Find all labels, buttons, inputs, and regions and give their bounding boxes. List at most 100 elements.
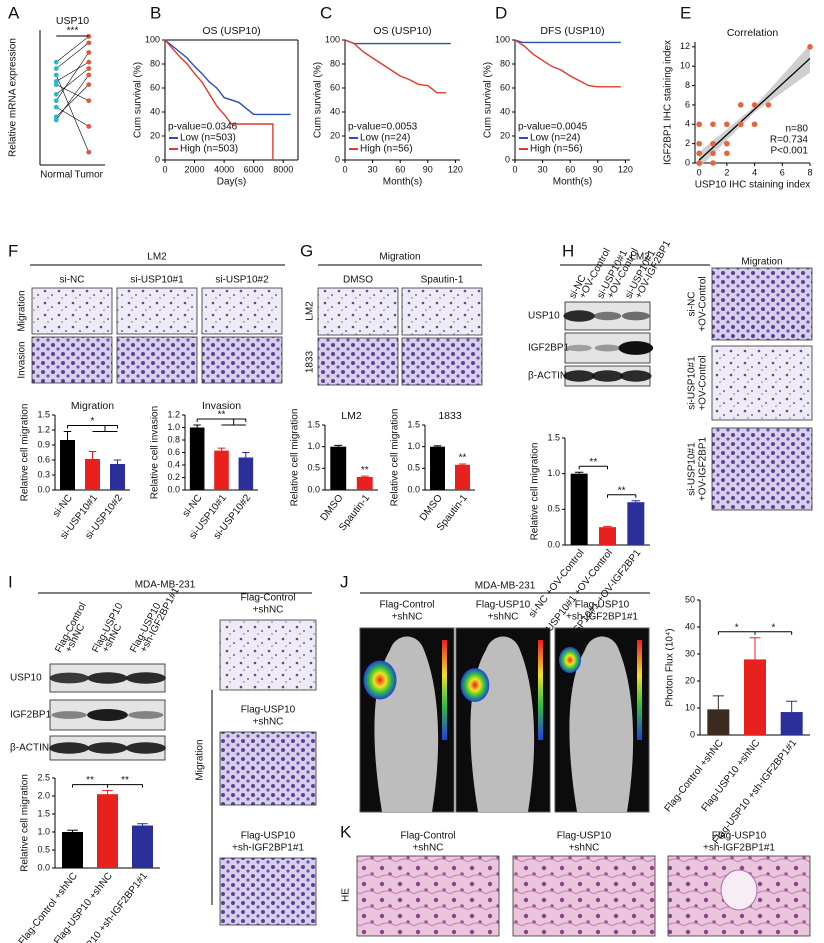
bar [238,457,254,490]
x-axis-label: Day(s) [217,177,246,188]
point [53,59,59,65]
point [710,160,716,166]
y-tick-label: 40 [150,106,160,116]
point [710,121,716,128]
micrograph [219,619,317,691]
p-value: p-value=0.0346 [168,122,238,133]
survival-curve [164,39,291,116]
x-tick-label: 4000 [214,164,234,174]
point [696,140,702,147]
x-tick-label: 2 [724,167,729,177]
row-label: Migration [17,290,28,331]
y-tick-label: 0.6 [167,447,180,457]
micrograph [711,345,813,421]
column-label: +shNC [569,843,600,854]
y-tick-label: 40 [500,106,510,116]
point [696,150,702,157]
image-row-label: Flag-USP10 [241,831,296,842]
y-tick-label: 1.2 [37,424,50,434]
row-label: HE [341,888,352,902]
panel-label: K [340,822,352,841]
image-row-label: si-USP10#1 [687,356,698,410]
column-label: +shNC [392,612,423,623]
x-tick-label: 90 [423,164,433,174]
y-tick-label: 6 [685,99,690,109]
panel-label: J [340,572,349,591]
micrograph [116,336,198,384]
significance: * [771,622,775,633]
point [751,121,758,128]
y-tick-label: 0.0 [37,862,50,872]
point [53,91,59,97]
y-tick-label: 0.8 [167,434,180,444]
y-tick-label: 0 [155,154,160,164]
y-tick-label: 20 [150,130,160,140]
band [51,711,87,719]
column-label: Flag-USP10 [557,831,612,842]
band [593,311,622,321]
blot-label: IGF2BP1 [528,343,570,354]
stat-label: n=80 [785,124,808,135]
y-tick-label: 30 [685,648,695,658]
chart-title: LM2 [341,410,362,422]
y-tick-label: 0 [690,729,695,739]
y-axis-label: Cum survival (%) [313,62,324,138]
x-tick-label: 0 [697,167,702,177]
column-label: Flag-USP10 [476,600,531,611]
band [621,311,650,321]
y-tick-label: 0.0 [307,484,320,494]
x-tick-label: 2000 [185,164,205,174]
chart-title: Migration [71,400,114,412]
micrograph [31,336,113,384]
chart-title: OS (USP10) [373,25,431,37]
color-scale [538,640,543,740]
bar [455,464,470,490]
header: MDA-MB-231 [135,580,196,591]
image-row-label: +sh-IGF2BP1#1 [232,843,304,854]
bar [599,527,616,545]
y-tick-label: 2.5 [37,772,50,782]
survival-curve [514,39,621,88]
column-label: +sh-IGF2BP1#1 [703,843,775,854]
point [86,82,92,88]
histology [356,855,500,937]
column-label: DMSO [343,275,373,286]
point [86,149,92,155]
blot-label: β-ACTIN [10,743,49,754]
chart-title: OS (USP10) [202,25,260,37]
significance: ** [589,457,597,468]
header: MDA-MB-231 [475,581,536,592]
y-tick-label: 80 [500,58,510,68]
micrograph [31,287,113,335]
mouse [569,636,634,812]
band [618,341,654,355]
y-tick-label: 0.9 [37,439,50,449]
image-row-label: +shNC [253,605,284,616]
band [563,370,595,382]
blot-label: USP10 [528,311,560,322]
panel-label: I [8,572,13,591]
y-tick-label: 0.0 [37,484,50,494]
y-tick-label: 80 [330,58,340,68]
legend-label: High (n=56) [360,144,413,155]
image-title: Migration [741,257,782,268]
color-scale [442,640,447,740]
y-tick-label: 60 [330,82,340,92]
point [807,44,813,50]
legend-label: Low (n=503) [180,133,236,144]
survival-curve [164,39,274,160]
band [563,310,595,322]
bar [627,502,645,545]
y-tick-label: 1.0 [307,441,320,451]
band [87,709,128,721]
point [696,121,702,128]
significance: * [735,622,739,633]
legend-label: High (n=503) [180,144,238,155]
y-tick-label: 50 [685,594,695,604]
y-axis-label: IGF2BP1 IHC staining index [663,40,674,165]
x-tick-label: 0 [162,164,167,174]
column-label: +sh-IGF2BP1#1 [566,612,638,623]
pair-line [56,68,89,95]
